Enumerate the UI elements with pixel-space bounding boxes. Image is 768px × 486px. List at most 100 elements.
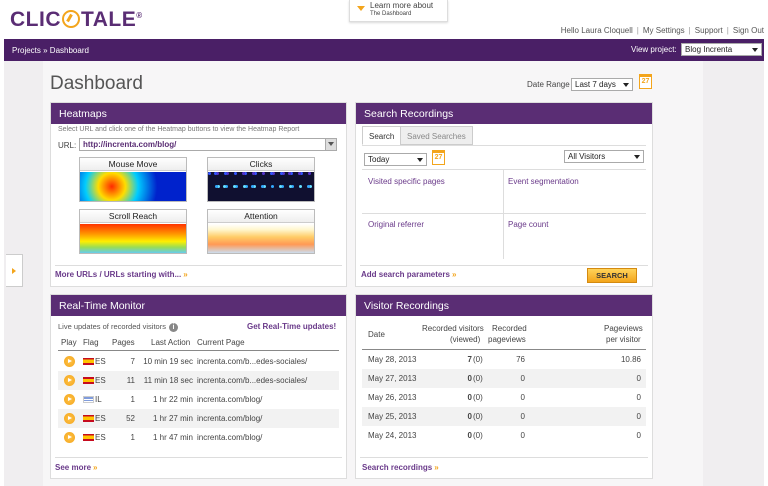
current-page-link[interactable]: increnta.com/blog/ bbox=[197, 414, 263, 423]
click-dot bbox=[251, 185, 254, 188]
pageviews-per-visitor: 0 bbox=[636, 374, 641, 383]
click-dot bbox=[298, 172, 301, 175]
country-code: ES bbox=[95, 433, 106, 442]
event-segmentation-criterion[interactable]: Event segmentation bbox=[508, 177, 579, 186]
visitors-select[interactable]: All Visitors bbox=[564, 150, 644, 163]
play-icon[interactable] bbox=[64, 356, 75, 367]
search-button[interactable]: SEARCH bbox=[587, 268, 637, 283]
last-action: 11 min 18 sec bbox=[143, 376, 193, 385]
page-title: Dashboard bbox=[50, 73, 143, 94]
mouse-move-heatmap-button[interactable]: Mouse Move bbox=[79, 157, 187, 202]
click-dot bbox=[244, 172, 247, 175]
column-header-viewed: (viewed) bbox=[450, 335, 481, 344]
top-header: CLIC TALE® Learn more about The Dashboard… bbox=[0, 0, 768, 39]
original-referrer-criterion[interactable]: Original referrer bbox=[368, 220, 425, 229]
play-icon[interactable] bbox=[64, 375, 75, 386]
heatmaps-instructions: Select URL and click one of the Heatmap … bbox=[58, 126, 300, 133]
project-select[interactable]: Blog Increnta bbox=[681, 43, 762, 56]
column-header-pageviews: pageviews bbox=[488, 335, 526, 344]
recording-date[interactable]: May 27, 2013 bbox=[368, 374, 417, 383]
scroll-reach-thumbnail bbox=[80, 224, 186, 253]
realtime-subtitle-text: Live updates of recorded visitors bbox=[58, 322, 166, 331]
recorded-visitors: 0 bbox=[467, 393, 472, 402]
spain-flag-icon bbox=[83, 434, 94, 441]
clicks-heatmap-button[interactable]: Clicks bbox=[207, 157, 315, 202]
click-dot bbox=[235, 185, 238, 188]
column-header-per-visitor: per visitor bbox=[606, 335, 641, 344]
support-link[interactable]: Support bbox=[694, 26, 723, 35]
url-select[interactable]: http://increnta.com/blog/ bbox=[79, 138, 337, 151]
scroll-reach-heatmap-button[interactable]: Scroll Reach bbox=[79, 209, 187, 254]
last-action: 1 hr 27 min bbox=[152, 414, 193, 423]
when-select[interactable]: Today bbox=[364, 153, 427, 166]
search-recordings-label: Search recordings bbox=[362, 463, 433, 472]
add-search-parameters-label: Add search parameters bbox=[361, 270, 450, 279]
last-action: 1 hr 22 min bbox=[152, 395, 193, 404]
play-icon[interactable] bbox=[64, 432, 75, 443]
calendar-icon[interactable]: 27 bbox=[432, 150, 445, 165]
column-header-pages: Pages bbox=[112, 338, 135, 347]
play-icon[interactable] bbox=[64, 413, 75, 424]
current-page-link[interactable]: increnta.com/blog/ bbox=[197, 433, 263, 442]
click-dot bbox=[226, 172, 229, 175]
recording-date[interactable]: May 28, 2013 bbox=[368, 355, 417, 364]
date-range-select[interactable]: Last 7 days bbox=[571, 78, 633, 91]
header-divider bbox=[362, 349, 646, 350]
click-dot bbox=[289, 185, 292, 188]
column-header-play: Play bbox=[61, 338, 77, 347]
separator: | bbox=[636, 26, 639, 35]
info-icon[interactable]: i bbox=[168, 323, 178, 332]
my-settings-link[interactable]: My Settings bbox=[642, 26, 685, 35]
pages-count: 1 bbox=[130, 395, 135, 404]
click-dot bbox=[243, 185, 246, 188]
click-dot bbox=[291, 185, 294, 188]
sidebar-expand-toggle[interactable] bbox=[6, 254, 23, 287]
add-search-parameters-link[interactable]: Add search parameters» bbox=[361, 270, 456, 279]
more-urls-link[interactable]: More URLs / URLs starting with...» bbox=[55, 270, 188, 279]
sign-out-link[interactable]: Sign Out bbox=[732, 26, 764, 35]
column-header-date: Date bbox=[368, 330, 385, 339]
see-more-link[interactable]: See more» bbox=[55, 463, 97, 472]
pages-count: 11 bbox=[126, 376, 135, 385]
chevron-right-icon: » bbox=[183, 270, 188, 279]
click-dot bbox=[254, 172, 257, 175]
attention-label: Attention bbox=[208, 210, 314, 223]
learn-more-promo[interactable]: Learn more about The Dashboard bbox=[349, 0, 448, 22]
search-recordings-link[interactable]: Search recordings» bbox=[362, 463, 439, 472]
click-dot bbox=[263, 185, 266, 188]
country-code: IL bbox=[95, 395, 102, 404]
pageviews-per-visitor: 10.86 bbox=[620, 355, 641, 364]
click-dot bbox=[271, 185, 274, 188]
visited-pages-criterion[interactable]: Visited specific pages bbox=[368, 177, 445, 186]
recording-date[interactable]: May 24, 2013 bbox=[368, 431, 417, 440]
current-page-link[interactable]: increnta.com/b...edes-sociales/ bbox=[197, 376, 308, 385]
clicktale-logo[interactable]: CLIC TALE® bbox=[10, 8, 143, 32]
viewed-count: (0) bbox=[473, 374, 483, 383]
play-icon[interactable] bbox=[64, 394, 75, 405]
viewed-count: (0) bbox=[473, 412, 483, 421]
header-divider bbox=[58, 350, 339, 351]
tab-search[interactable]: Search bbox=[362, 126, 402, 145]
click-dot bbox=[309, 185, 312, 188]
click-dot bbox=[245, 185, 248, 188]
calendar-icon[interactable]: 27 bbox=[639, 74, 652, 89]
recorded-pageviews: 0 bbox=[520, 393, 525, 402]
tab-saved-searches[interactable]: Saved Searches bbox=[400, 126, 473, 145]
recording-date[interactable]: May 26, 2013 bbox=[368, 393, 417, 402]
chevron-down-icon[interactable] bbox=[325, 139, 336, 150]
click-dot bbox=[215, 185, 218, 188]
page-count-criterion[interactable]: Page count bbox=[508, 220, 549, 229]
column-header-pageviews-per: Pageviews bbox=[604, 324, 643, 333]
get-realtime-updates-link[interactable]: Get Real-Time updates! bbox=[247, 322, 337, 331]
attention-heatmap-button[interactable]: Attention bbox=[207, 209, 315, 254]
current-page-link[interactable]: increnta.com/b...edes-sociales/ bbox=[197, 357, 308, 366]
divider bbox=[360, 265, 648, 266]
recording-date[interactable]: May 25, 2013 bbox=[368, 412, 417, 421]
criteria-divider bbox=[362, 169, 646, 170]
row-band bbox=[58, 371, 339, 390]
click-dot bbox=[216, 172, 219, 175]
column-header-current-page: Current Page bbox=[197, 338, 245, 347]
current-page-link[interactable]: increnta.com/blog/ bbox=[197, 395, 263, 404]
date-range-value: Last 7 days bbox=[575, 80, 616, 89]
breadcrumb[interactable]: Projects » Dashboard bbox=[12, 46, 89, 55]
